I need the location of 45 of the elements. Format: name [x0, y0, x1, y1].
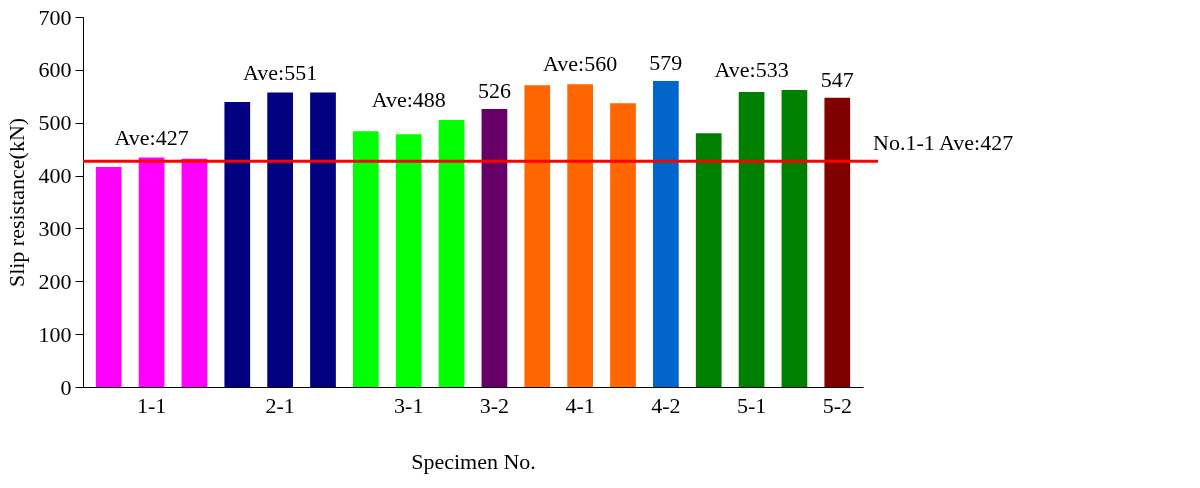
bar	[181, 158, 208, 387]
ref-line-label: No.1-1 Ave:427	[873, 130, 1014, 156]
annotation: Ave:427	[114, 124, 189, 150]
bar	[524, 85, 551, 387]
bar	[395, 134, 422, 387]
annotation: Ave:488	[371, 87, 446, 113]
y-tick-label: 300	[38, 215, 72, 241]
annotation: Ave:560	[543, 51, 618, 77]
annotation: Ave:533	[714, 56, 789, 82]
bar	[224, 102, 251, 387]
x-tick-label: 4-1	[565, 392, 595, 418]
data-label: 526	[477, 77, 511, 103]
data-label: 579	[649, 49, 683, 75]
y-tick-label: 700	[38, 4, 72, 30]
x-tick-label: 5-1	[736, 392, 767, 418]
x-axis-title: Specimen No.	[411, 448, 536, 474]
annotation: Ave:551	[243, 59, 318, 85]
bar	[738, 92, 765, 387]
y-tick-label: 500	[38, 110, 72, 136]
bar	[824, 97, 851, 387]
bar	[353, 131, 379, 387]
bar	[95, 167, 122, 387]
x-tick-label: 2-1	[265, 392, 295, 418]
bar	[695, 133, 722, 387]
bar	[481, 108, 508, 387]
bar	[310, 92, 336, 387]
bar	[438, 120, 465, 387]
y-axis-title: Slip resistance(kN)	[3, 117, 29, 288]
bar	[610, 103, 636, 387]
y-tick-label: 400	[38, 163, 72, 189]
y-tick-label: 100	[38, 321, 72, 347]
bar	[781, 89, 808, 387]
x-tick-label: 1-1	[136, 392, 167, 418]
x-tick-label: 5-2	[822, 392, 852, 418]
y-tick-label: 600	[38, 57, 72, 83]
bar	[267, 92, 293, 387]
x-tick-label: 3-1	[394, 392, 424, 418]
bar	[653, 80, 679, 387]
y-tick-label: 200	[38, 268, 72, 294]
x-tick-label: 3-2	[479, 392, 510, 418]
y-tick-label: 0	[60, 374, 72, 400]
data-label: 547	[820, 66, 854, 92]
x-tick-label: 4-2	[651, 392, 681, 418]
bar	[567, 84, 593, 387]
bar	[138, 157, 165, 387]
